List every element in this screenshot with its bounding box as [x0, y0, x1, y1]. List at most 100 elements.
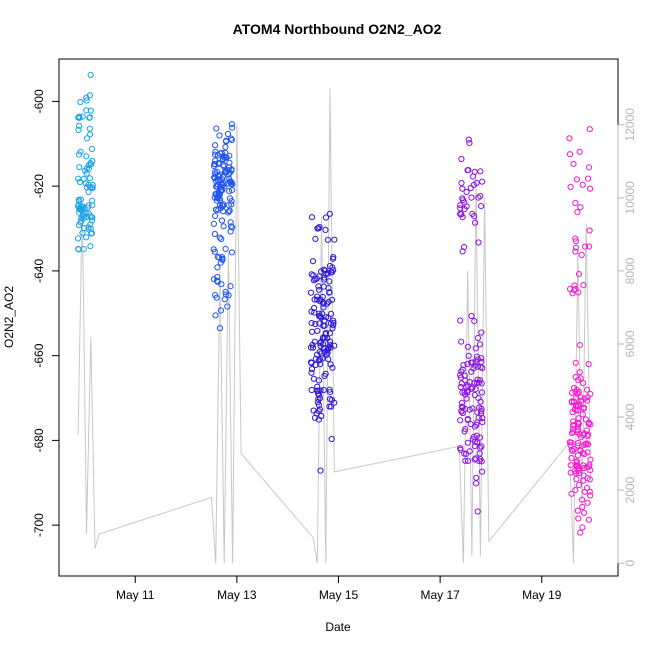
data-point	[458, 155, 465, 163]
data-point	[477, 168, 484, 175]
data-point	[457, 317, 464, 324]
data-point	[575, 515, 582, 522]
data-point	[316, 286, 323, 293]
data-point	[471, 168, 478, 175]
data-point	[569, 426, 577, 433]
data-point	[467, 184, 474, 192]
data-point	[318, 412, 325, 420]
data-point	[478, 329, 485, 336]
data-point	[328, 403, 335, 410]
data-point	[315, 395, 322, 402]
data-point	[323, 300, 331, 307]
data-point	[311, 309, 318, 316]
data-point	[577, 204, 584, 211]
data-point	[212, 312, 219, 319]
data-point	[471, 213, 478, 220]
data-point	[89, 197, 96, 204]
data-point	[567, 442, 574, 449]
data-point	[570, 160, 577, 167]
data-point	[317, 361, 324, 368]
data-point	[577, 529, 584, 536]
data-point	[83, 165, 91, 172]
series-group	[566, 126, 594, 536]
data-point	[308, 328, 316, 335]
data-point	[476, 341, 484, 348]
data-point	[83, 214, 90, 221]
data-point	[584, 449, 591, 456]
data-point	[573, 394, 580, 401]
data-point	[573, 407, 580, 414]
plot-area	[75, 71, 594, 564]
data-point	[474, 438, 481, 446]
x-tick-label: May 17	[420, 588, 460, 602]
data-point	[458, 408, 465, 415]
data-point	[321, 276, 328, 283]
data-point	[75, 175, 82, 182]
data-point	[228, 249, 236, 256]
data-point	[330, 317, 337, 324]
data-point	[579, 524, 586, 531]
data-point	[88, 145, 96, 152]
data-point	[573, 176, 581, 183]
data-point	[226, 152, 233, 159]
data-point	[466, 140, 473, 147]
data-point	[585, 516, 593, 523]
data-point	[226, 159, 233, 166]
data-point	[315, 401, 322, 409]
data-point	[226, 207, 233, 214]
data-point	[75, 245, 82, 253]
data-point	[571, 467, 578, 474]
data-point	[310, 344, 317, 351]
data-point	[211, 160, 218, 168]
data-point	[458, 211, 465, 218]
data-point	[89, 184, 96, 192]
axes: May 11 May 13 May 15 May 17 May 19 -700 -680 -6…	[32, 89, 637, 602]
data-point	[211, 194, 218, 201]
data-point	[308, 369, 315, 376]
data-point	[219, 202, 226, 209]
data-point	[308, 366, 316, 373]
data-point	[79, 113, 86, 120]
data-point	[463, 395, 470, 402]
x-tick-label: May 13	[217, 588, 257, 602]
data-point	[75, 151, 83, 158]
data-point	[328, 435, 335, 443]
data-point	[468, 368, 475, 375]
data-point	[574, 507, 581, 514]
data-point	[478, 380, 485, 387]
data-point	[584, 386, 591, 393]
data-point	[575, 420, 582, 427]
data-point	[572, 248, 579, 255]
data-point	[316, 312, 323, 320]
data-point	[83, 153, 90, 160]
data-point	[322, 270, 329, 277]
data-point	[89, 202, 96, 209]
data-point	[308, 320, 315, 327]
data-point	[217, 259, 224, 266]
data-point	[475, 239, 482, 246]
data-point	[585, 419, 593, 426]
data-point	[312, 235, 319, 242]
data-point	[581, 395, 588, 402]
data-point	[83, 107, 90, 114]
data-point	[468, 194, 475, 201]
data-point	[584, 394, 591, 401]
data-point	[216, 202, 224, 209]
data-point	[459, 195, 466, 202]
data-point	[473, 432, 480, 439]
data-point	[87, 213, 94, 220]
data-point	[471, 379, 478, 386]
data-point	[571, 445, 578, 453]
data-point	[322, 267, 329, 274]
data-point	[576, 342, 583, 349]
data-point	[465, 136, 472, 143]
data-point	[314, 399, 321, 406]
data-point	[218, 281, 225, 288]
data-point	[210, 220, 217, 227]
data-point	[579, 411, 586, 418]
data-point	[330, 322, 337, 329]
data-point	[219, 254, 226, 261]
data-point	[457, 383, 464, 391]
data-point	[577, 447, 584, 454]
data-point	[579, 496, 586, 503]
